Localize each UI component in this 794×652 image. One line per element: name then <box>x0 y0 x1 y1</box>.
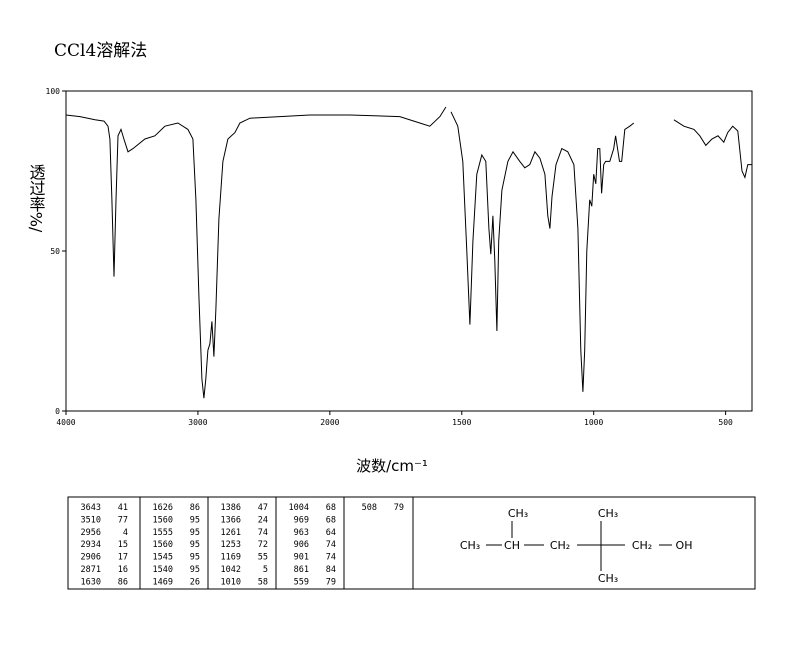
peak-wavenumber: 901 <box>294 553 309 563</box>
x-tick-label: 1000 <box>584 418 603 427</box>
chart-title: CCl4溶解法 <box>54 41 147 61</box>
peak-wavenumber: 508 <box>362 503 377 513</box>
peak-transmittance: 74 <box>326 553 336 563</box>
peak-transmittance: 41 <box>118 503 128 513</box>
peak-wavenumber: 3510 <box>81 515 101 525</box>
peak-wavenumber: 1560 <box>153 515 173 525</box>
peak-wavenumber: 2956 <box>81 528 101 538</box>
peak-wavenumber: 1010 <box>221 577 241 587</box>
x-tick-label: 4000 <box>56 418 75 427</box>
peak-transmittance: 74 <box>258 528 268 538</box>
atom: CH₃ <box>460 539 480 552</box>
peak-transmittance: 74 <box>326 540 336 550</box>
x-axis-label: 波数/cm⁻¹ <box>356 457 428 475</box>
peak-wavenumber: 1042 <box>221 565 241 575</box>
table-dividers <box>139 497 414 589</box>
peak-wavenumber: 1004 <box>289 503 309 513</box>
atom: OH <box>676 539 693 552</box>
peak-wavenumber: 3643 <box>81 503 101 513</box>
peak-wavenumber: 2906 <box>81 553 101 563</box>
peak-transmittance: 79 <box>394 503 404 513</box>
atom: CH₂ <box>550 539 570 552</box>
peak-transmittance: 16 <box>118 565 128 575</box>
peak-wavenumber: 1366 <box>221 515 241 525</box>
peak-wavenumber: 1253 <box>221 540 241 550</box>
peak-wavenumber: 906 <box>294 540 309 550</box>
peak-wavenumber: 1560 <box>153 540 173 550</box>
peak-transmittance: 17 <box>118 553 128 563</box>
peak-transmittance: 86 <box>190 503 200 513</box>
peak-wavenumber: 969 <box>294 515 309 525</box>
peak-transmittance: 86 <box>118 577 128 587</box>
peak-wavenumber: 1469 <box>153 577 173 587</box>
peak-wavenumber: 1555 <box>153 528 173 538</box>
peak-transmittance: 72 <box>258 540 268 550</box>
peak-wavenumber: 963 <box>294 528 309 538</box>
peak-transmittance: 95 <box>190 565 200 575</box>
peak-transmittance: 55 <box>258 553 268 563</box>
peak-transmittance: 4 <box>123 528 128 538</box>
peak-wavenumber: 1630 <box>81 577 101 587</box>
peak-transmittance: 26 <box>190 577 200 587</box>
peak-wavenumber: 1386 <box>221 503 241 513</box>
peak-transmittance: 84 <box>326 565 336 575</box>
peak-transmittance: 95 <box>190 540 200 550</box>
peak-transmittance: 15 <box>118 540 128 550</box>
y-tick-label: 50 <box>50 247 60 256</box>
peak-wavenumber: 1545 <box>153 553 173 563</box>
atom: CH₂ <box>632 539 652 552</box>
peak-transmittance: 58 <box>258 577 268 587</box>
atom: CH₃ <box>598 572 618 585</box>
peak-wavenumber: 1626 <box>153 503 173 513</box>
x-tick-label: 500 <box>718 418 733 427</box>
peak-transmittance: 64 <box>326 528 336 538</box>
peak-wavenumber: 1261 <box>221 528 241 538</box>
peak-transmittance: 68 <box>326 515 336 525</box>
peak-wavenumber: 1540 <box>153 565 173 575</box>
peak-transmittance: 95 <box>190 515 200 525</box>
structure: CH₃ CH₃ CH₃ CH CH₂ CH₂ OH CH₃ <box>460 507 693 585</box>
plot-frame <box>65 90 753 412</box>
peak-transmittance: 68 <box>326 503 336 513</box>
atom: CH₃ <box>508 507 528 520</box>
peak-transmittance: 95 <box>190 528 200 538</box>
y-tick-label: 0 <box>55 407 60 416</box>
peak-transmittance: 95 <box>190 553 200 563</box>
peak-transmittance: 5 <box>263 565 268 575</box>
y-tick-label: 100 <box>46 87 61 96</box>
spectrum-line <box>65 106 752 399</box>
y-axis-label: 透过率%/ <box>27 164 46 233</box>
peak-wavenumber: 2871 <box>81 565 101 575</box>
peak-table-frame <box>67 496 756 590</box>
peak-wavenumber: 861 <box>294 565 309 575</box>
atom: CH₃ <box>598 507 618 520</box>
peak-transmittance: 47 <box>258 503 268 513</box>
peak-wavenumber: 2934 <box>81 540 101 550</box>
x-tick-label: 3000 <box>188 418 207 427</box>
x-tick-label: 2000 <box>320 418 339 427</box>
peak-transmittance: 24 <box>258 515 268 525</box>
bonds <box>486 521 672 571</box>
peak-wavenumber: 559 <box>294 577 309 587</box>
peak-transmittance: 79 <box>326 577 336 587</box>
atom: CH <box>504 539 520 552</box>
x-tick-label: 1500 <box>452 418 471 427</box>
peak-wavenumber: 1169 <box>221 553 241 563</box>
peak-transmittance: 77 <box>118 515 128 525</box>
